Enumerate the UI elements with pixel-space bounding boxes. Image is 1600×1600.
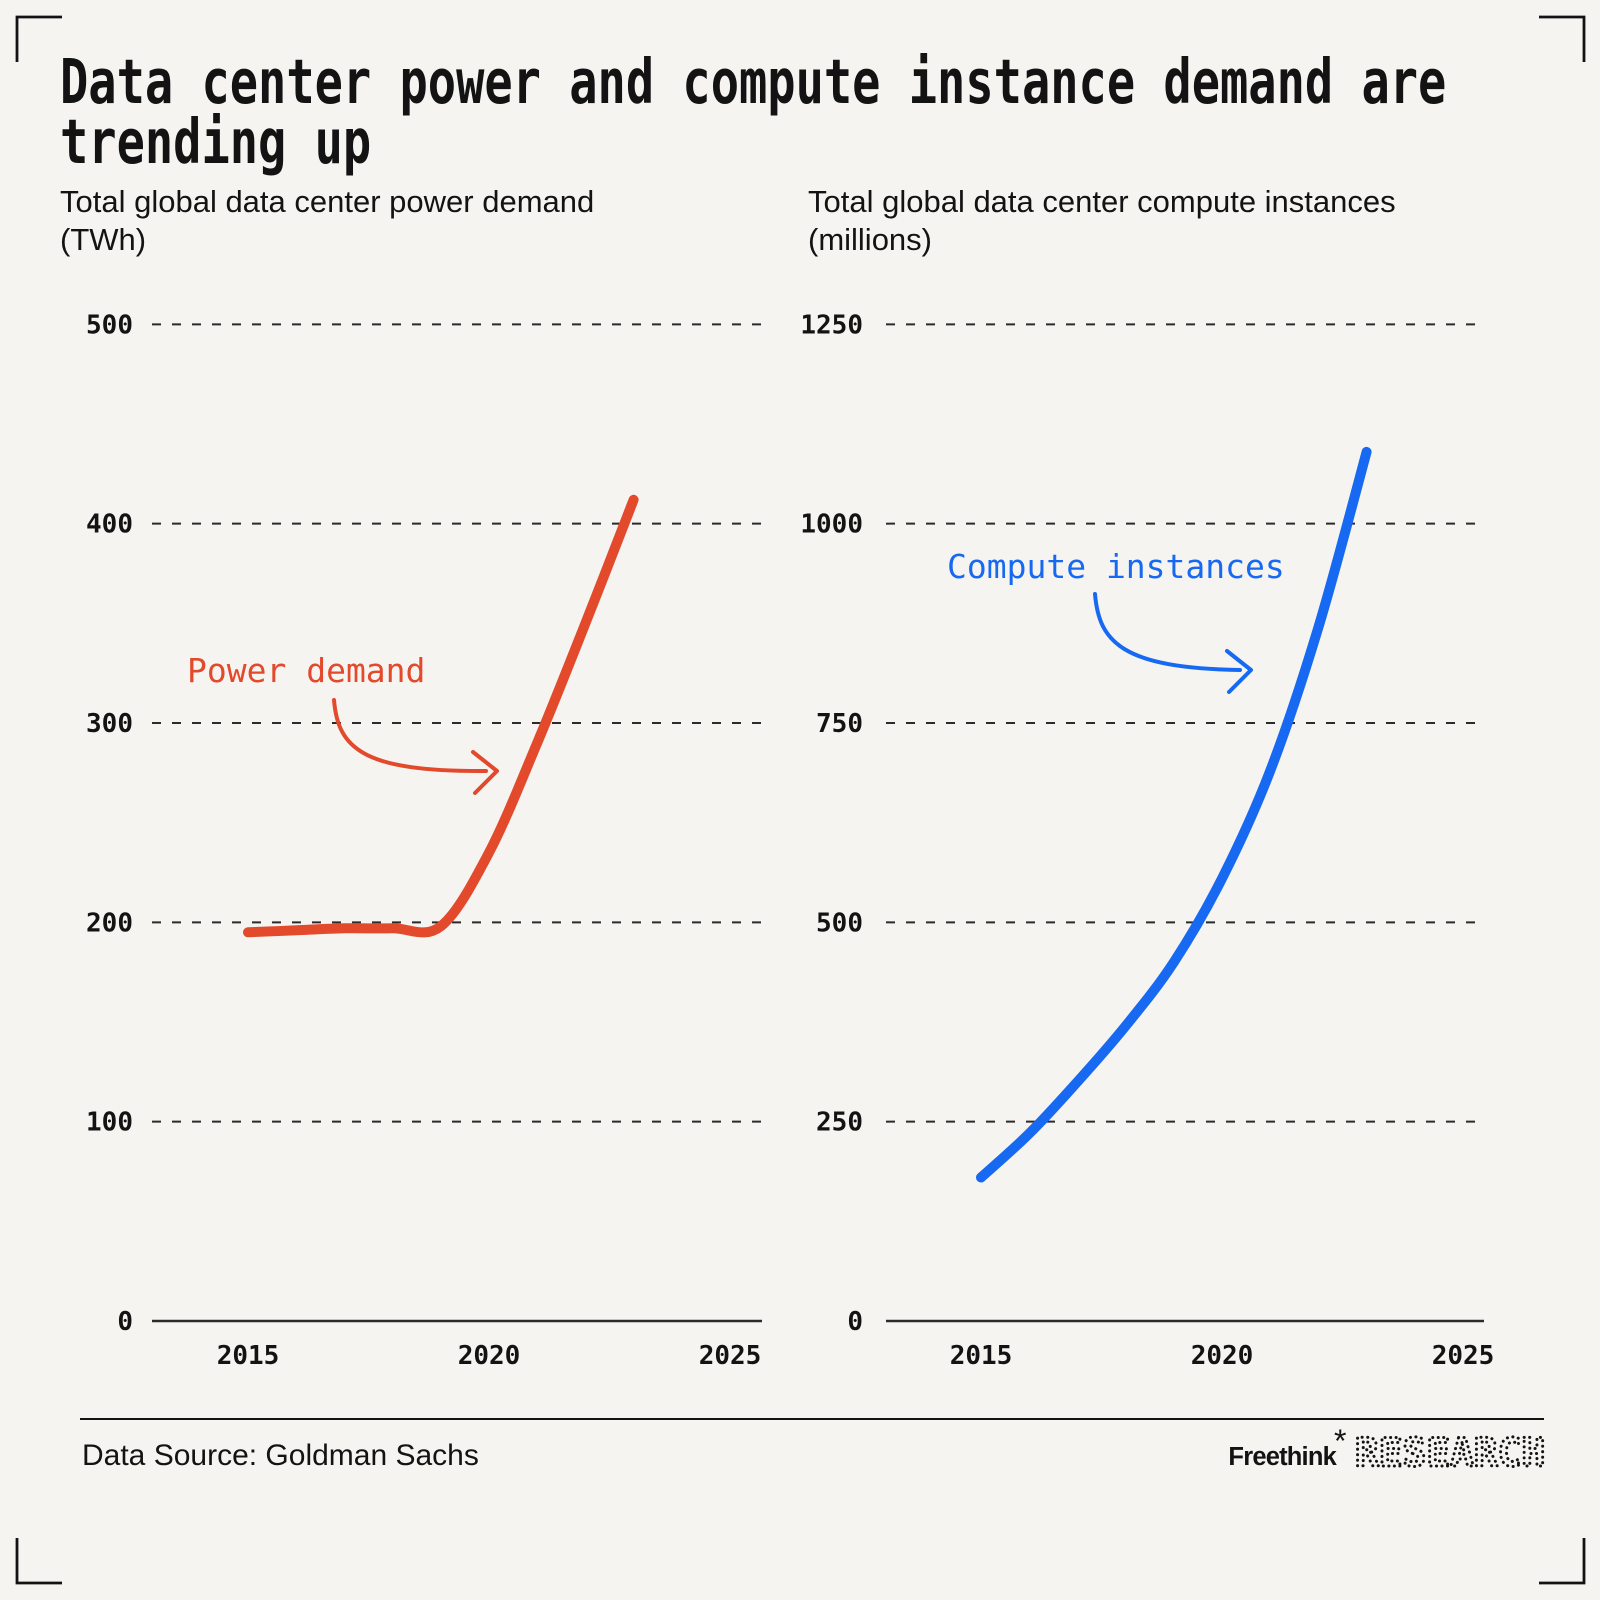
left-chart-plot: 0 100 200 300 400 500 2015 2020 2025	[86, 310, 762, 1371]
logo-star-icon: *	[1334, 1423, 1346, 1459]
compute-instances-arrowhead	[1225, 649, 1253, 694]
y-tick-label-500: 500	[86, 310, 133, 340]
right-chart-subtitle-line-2: (millions)	[808, 222, 932, 257]
y-tick-label-1250: 1250	[800, 310, 863, 340]
right-chart-plot: 0 250 500 750 1000 1250 2015 2020 2025	[800, 310, 1494, 1371]
research-wordmark: RESEARCH	[1355, 1430, 1545, 1476]
x-tick-label-2020: 2020	[458, 1341, 521, 1371]
right-chart-subtitle: Total global data center compute instanc…	[808, 184, 1396, 257]
corner-mark-top-left	[15, 15, 62, 62]
y-tick-label-0: 0	[847, 1307, 863, 1337]
y-tick-label-100: 100	[86, 1108, 133, 1138]
power-demand-arrowhead	[471, 750, 499, 795]
footer: Data Source: Goldman Sachs Freethink * R…	[80, 1418, 1547, 1478]
y-tick-label-1000: 1000	[800, 510, 863, 540]
power-demand-annotation: Power demand	[187, 651, 499, 795]
page-title: Data center power and compute instance d…	[60, 46, 1446, 178]
corner-mark-bottom-right	[1539, 1538, 1586, 1585]
page-title-line-1: Data center power and compute instance d…	[60, 46, 1446, 118]
power-demand-arrow	[332, 698, 488, 774]
power-demand-label: Power demand	[187, 651, 425, 690]
y-tick-label-750: 750	[816, 709, 863, 739]
y-tick-label-500: 500	[816, 908, 863, 938]
power-demand-line	[243, 494, 639, 938]
corner-mark-bottom-left	[15, 1538, 62, 1585]
compute-instances-label: Compute instances	[947, 547, 1285, 586]
right-chart-subtitle-line-1: Total global data center compute instanc…	[808, 184, 1396, 219]
page-title-line-2: trending up	[60, 106, 371, 178]
compute-instances-annotation: Compute instances	[947, 547, 1285, 694]
compute-instances-arrow	[1093, 592, 1242, 672]
left-chart-subtitle: Total global data center power demand (T…	[60, 184, 594, 257]
y-tick-label-250: 250	[816, 1108, 863, 1138]
x-tick-label-2015: 2015	[217, 1341, 280, 1371]
x-tick-label-2020: 2020	[1191, 1341, 1254, 1371]
y-tick-label-200: 200	[86, 908, 133, 938]
x-tick-label-2015: 2015	[950, 1341, 1013, 1371]
x-tick-label-2025: 2025	[699, 1341, 762, 1371]
y-tick-label-300: 300	[86, 709, 133, 739]
x-tick-label-2025: 2025	[1432, 1341, 1495, 1371]
freethink-wordmark: Freethink	[1228, 1443, 1337, 1471]
y-tick-label-400: 400	[86, 510, 133, 540]
left-chart-subtitle-line-2: (TWh)	[60, 222, 146, 257]
data-source-text: Data Source: Goldman Sachs	[82, 1439, 479, 1472]
left-chart-subtitle-line-1: Total global data center power demand	[60, 184, 594, 219]
compute-instances-line	[976, 446, 1372, 1183]
freethink-research-logo: Freethink * RESEARCH	[1228, 1423, 1546, 1478]
y-tick-label-0: 0	[117, 1307, 133, 1337]
corner-mark-top-right	[1539, 15, 1586, 62]
